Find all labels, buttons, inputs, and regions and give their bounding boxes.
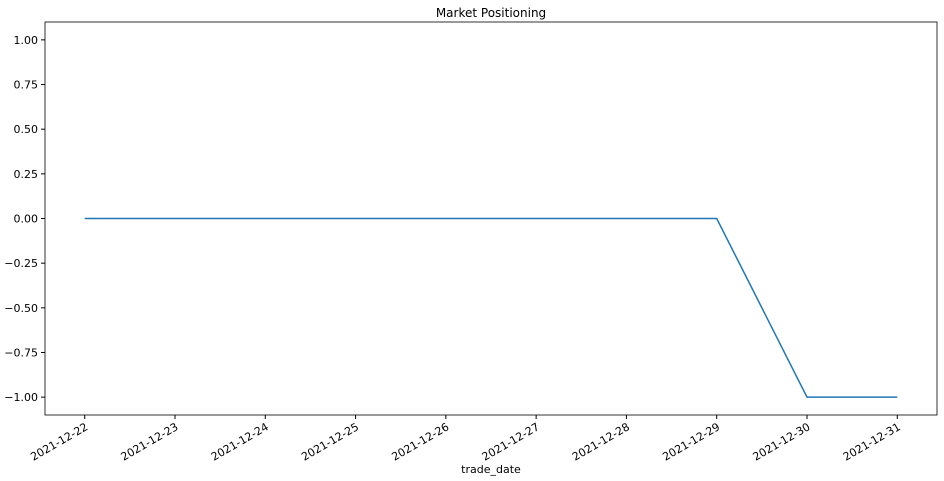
y-tick-label: 1.00 bbox=[14, 34, 39, 47]
y-tick-label: −0.25 bbox=[4, 257, 38, 270]
y-tick-label: −0.75 bbox=[4, 346, 38, 359]
y-tick-label: 0.25 bbox=[14, 168, 39, 181]
line-series bbox=[84, 217, 898, 398]
y-tick-label: 0.50 bbox=[14, 123, 39, 136]
y-tick-label: 0.00 bbox=[14, 213, 39, 226]
chart-title: Market Positioning bbox=[436, 6, 546, 20]
y-tick-label: −0.50 bbox=[4, 302, 38, 315]
y-tick-label: −1.00 bbox=[4, 391, 38, 404]
x-axis-label: trade_date bbox=[461, 463, 521, 476]
y-tick-label: 0.75 bbox=[14, 79, 39, 92]
